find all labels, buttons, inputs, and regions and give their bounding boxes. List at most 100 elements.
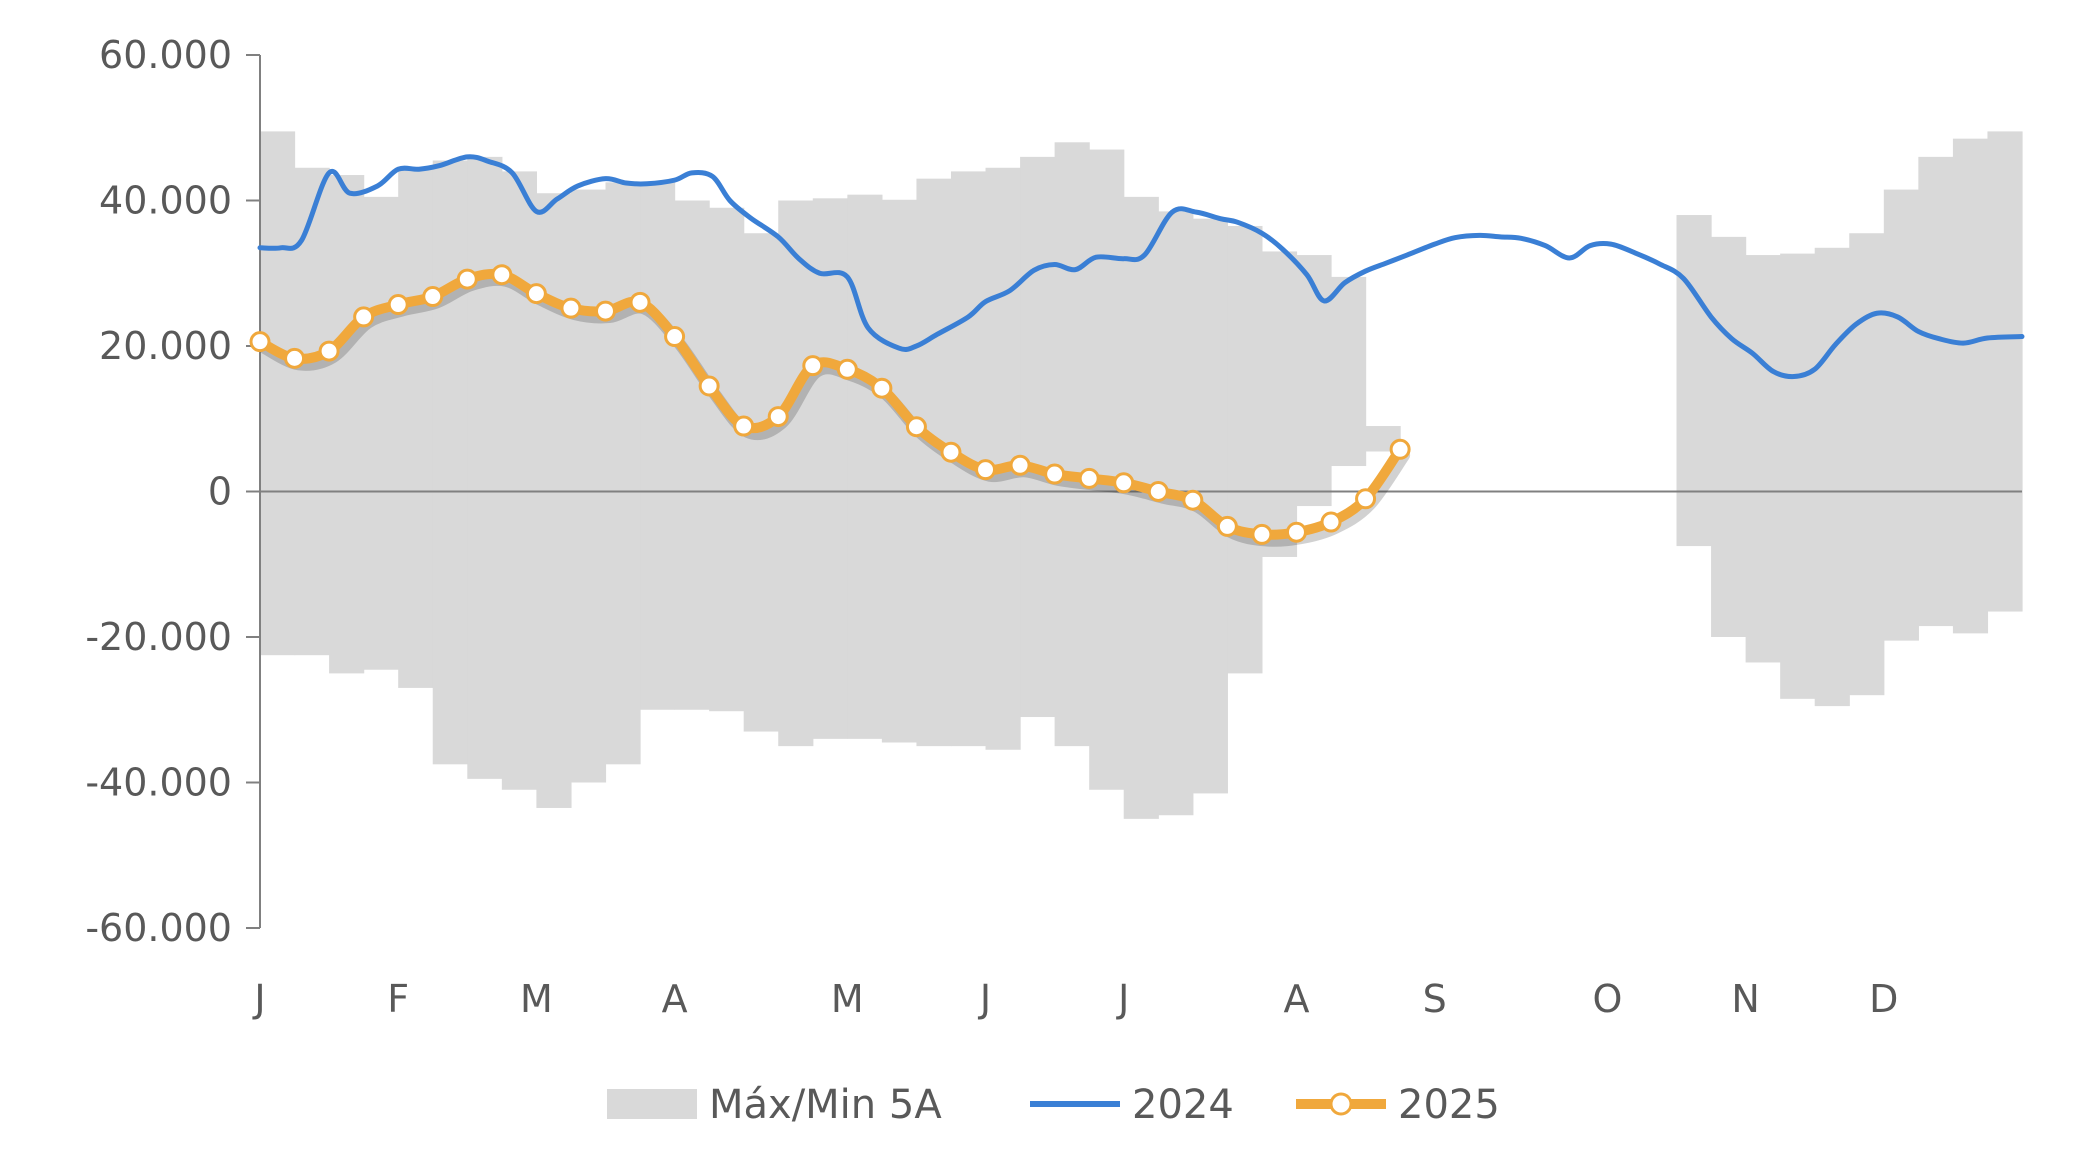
series-2025-point [1078,467,1100,489]
band-bar [432,160,468,765]
x-tick-label: O [1592,977,1622,1021]
y-tick-label: -20.000 [85,615,232,659]
series-2025-point [698,375,720,397]
series-2025-point [871,377,893,399]
y-tick-label: 20.000 [99,324,232,368]
series-2025-point [387,294,409,316]
series-2025-point [905,416,927,438]
series-2025-point [940,441,962,463]
band-bar [1158,211,1194,816]
band-bar [1711,236,1747,637]
max-min-band [260,131,2023,819]
band-bar [398,167,434,688]
series-2025-point [456,268,478,290]
legend-label-2024: 2024 [1132,1082,1234,1128]
band-bar [570,189,607,783]
series-2025-point [249,331,271,353]
series-2025-point [1147,481,1169,502]
band-bar [363,196,399,670]
series-2025-point [318,340,340,362]
series-2025-point [664,326,686,348]
band-bar [1054,142,1090,747]
band-bar [847,194,883,739]
x-tick-label: F [387,977,409,1021]
band-bar [1261,251,1298,557]
series-2025-point [1182,489,1204,511]
band-bar [1849,233,1885,696]
band-bar [916,178,952,747]
legend-label-2025: 2025 [1398,1082,1500,1128]
band-bar [1296,255,1332,507]
series [249,154,2025,547]
band-bar [812,198,848,739]
tick-labels: 60.000 40.000 20.000 0 -20.000 -40.000 -60.000… [85,33,1898,1021]
band-bar [1745,255,1781,663]
band-bar [1676,215,1712,547]
series-2025-point [767,406,789,428]
band-bar [1814,247,1850,707]
series-2025-point [284,347,306,369]
legend-label-band: Máx/Min 5A [709,1082,942,1128]
series-2025-point [525,283,547,305]
series-2025-point [560,297,582,319]
series-2025-line [255,268,1406,540]
band-bar [1331,276,1367,467]
band-bar [294,167,330,656]
x-tick-label: A [1283,977,1309,1021]
y-tick-label: 40.000 [99,179,232,223]
y-tick-label: -60.000 [85,906,232,950]
band-bar [881,199,918,743]
series-2025-point [422,286,444,308]
x-tick-label: M [520,977,553,1021]
y-tick-label: -40.000 [85,761,232,805]
x-tick-label: J [978,977,991,1021]
band-bar [605,182,641,765]
band-bar [1952,138,1989,634]
x-tick-label: J [252,977,265,1021]
band-bar [260,131,296,656]
band-bar [1020,156,1056,718]
series-2025-point [802,355,824,377]
series-2025-point [1113,472,1135,494]
band-bar [640,182,676,710]
series-2025-point [629,291,651,313]
band-bar [1987,131,2023,612]
band-bar [674,200,710,710]
band-bar [709,207,745,712]
series-2025-point [594,300,616,322]
series-2025-point [1389,438,1411,460]
series-2025-point [836,358,858,380]
band-bar [501,171,537,790]
band-bar [1883,189,1919,641]
series-2025-point [491,264,513,286]
y-tick-label: 0 [208,470,232,514]
series-2025-point [1320,511,1342,533]
x-tick-label: M [831,977,864,1021]
x-tick-label: J [1116,977,1129,1021]
series-2025-point [353,306,375,328]
series-2025-point [733,415,755,437]
series-2024-line [257,154,2025,380]
band-bar [1123,196,1159,819]
legend: Máx/Min 5A 2024 2025 [607,1082,1500,1128]
series-2025-point [1285,521,1307,543]
band-bar [329,175,365,674]
series-2025-point [975,459,997,481]
band-bar [1780,253,1816,699]
y-tick-label: 60.000 [99,33,232,77]
series-2025-point [1216,515,1238,537]
legend-marker-2025 [1329,1092,1353,1116]
x-tick-label: D [1869,977,1898,1021]
legend-swatch-band [607,1089,697,1119]
series-2025-point [1251,523,1273,545]
series-2025-point [1044,463,1066,485]
band-bar [778,200,814,747]
x-tick-label: N [1731,977,1759,1021]
band-bar [467,156,503,779]
series-2025-point [1009,454,1031,476]
x-tick-label: A [662,977,688,1021]
band-bar [1918,156,1954,627]
x-tick-label: S [1423,977,1447,1021]
band-bar [1227,225,1263,674]
